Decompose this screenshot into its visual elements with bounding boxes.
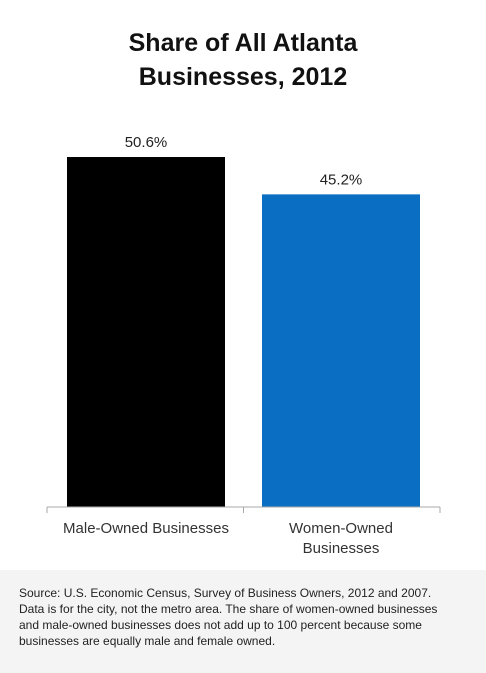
data-label-1: 45.2% — [320, 171, 363, 188]
chart-title-line-1: Share of All Atlanta — [128, 29, 358, 57]
chart-title: Share of All Atlanta Businesses, 2012 — [0, 26, 486, 94]
bar-1 — [262, 194, 420, 507]
category-label-1-1: Businesses — [303, 540, 380, 557]
category-label-0-0: Male-Owned Businesses — [63, 520, 229, 537]
source-note: Source: U.S. Economic Census, Survey of … — [19, 586, 438, 648]
bar-chart: 50.6% Male-Owned Businesses 45.2% Women-Own… — [46, 134, 441, 557]
chart-title-line-2: Businesses, 2012 — [138, 63, 348, 91]
bar-0 — [67, 157, 225, 507]
category-label-1-0: Women-Owned — [289, 520, 393, 537]
data-label-0: 50.6% — [125, 134, 168, 151]
